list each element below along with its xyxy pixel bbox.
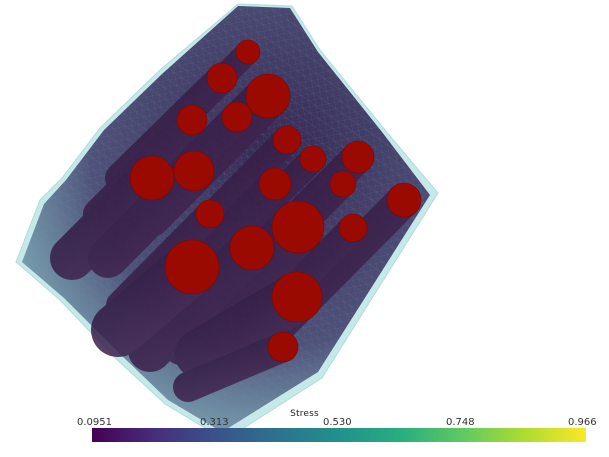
inclusion-face [176, 104, 208, 136]
colorbar-title: Stress [290, 409, 319, 419]
inclusion-face [299, 145, 327, 173]
inclusion-faces [129, 39, 422, 363]
inclusion-face [195, 199, 225, 229]
inclusion-face [229, 225, 275, 271]
inclusion-face [129, 155, 175, 201]
colorbar-tick: 0.0951 [77, 417, 112, 428]
colorbar-tick: 0.966 [568, 417, 597, 428]
inclusion-face [341, 140, 375, 174]
colorbar-gradient [92, 428, 586, 442]
inclusion-face [258, 167, 292, 201]
colorbar-tick: 0.530 [323, 417, 352, 428]
inclusion-face [386, 182, 422, 218]
inclusion-face [329, 170, 357, 198]
colorbar-tick: 0.313 [200, 417, 229, 428]
inclusion-face [271, 271, 323, 323]
inclusion-face [173, 150, 215, 192]
inclusion-face [245, 73, 291, 119]
colorbar-tick: 0.748 [446, 417, 475, 428]
inclusion-face [267, 331, 299, 363]
inclusion-face [338, 213, 368, 243]
inclusion-face [221, 101, 253, 133]
inclusion-face [206, 62, 238, 94]
inclusion-face [271, 200, 325, 254]
inclusion-face [235, 39, 261, 65]
inclusion-face [272, 125, 302, 155]
inclusion-face [164, 239, 220, 295]
